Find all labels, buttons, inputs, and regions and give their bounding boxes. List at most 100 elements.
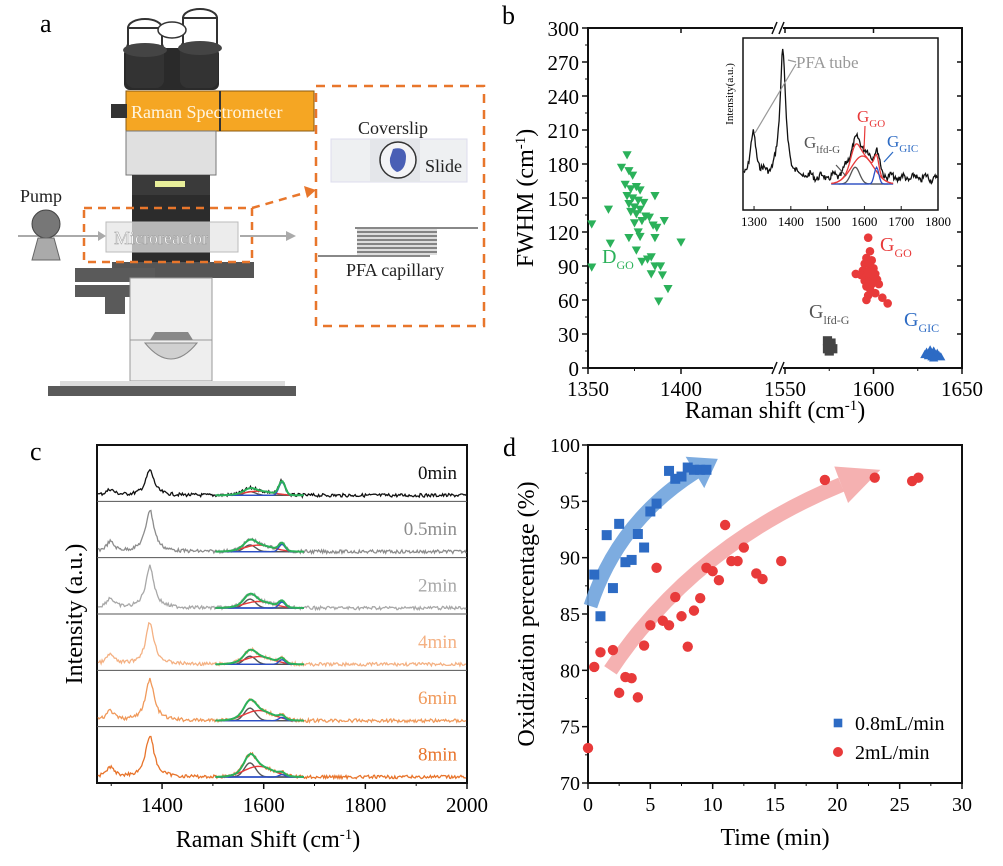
b-inset-annot-glfd: Glfd-G xyxy=(804,133,840,156)
d-data-point xyxy=(607,644,619,656)
d-data-point xyxy=(676,611,687,622)
d-legend-label: 0.8mL/min xyxy=(855,713,944,735)
b-data-point xyxy=(624,167,634,176)
b-data-point xyxy=(620,180,630,189)
c-x-tick-label: 1600 xyxy=(243,793,285,817)
b-inset-annot-ggo: GGO xyxy=(857,107,885,130)
d-data-point xyxy=(819,474,831,486)
c-fit-envelope xyxy=(215,480,304,497)
d-x-tick-label: 10 xyxy=(703,794,723,816)
b-data-point xyxy=(635,186,645,195)
c-trace-label: 0min xyxy=(418,463,458,484)
microreactor-highlight-box xyxy=(82,206,254,264)
d-y-tick-label: 95 xyxy=(560,491,580,513)
b-inset-annot-ggic: GGIC xyxy=(887,132,918,155)
b-x-tick-label: 1350 xyxy=(567,377,609,401)
d-data-point xyxy=(670,473,681,484)
d-data-point xyxy=(632,692,644,703)
b-y-tick-label: 90 xyxy=(558,255,579,279)
d-y-axis-label: Oxidization percentage (%) xyxy=(514,481,540,746)
axis-break-icon xyxy=(771,361,778,375)
b-y-tick-label: 60 xyxy=(558,289,579,313)
c-x-tick-label: 2000 xyxy=(446,793,488,817)
b-series-G_GIC xyxy=(920,345,946,362)
spectrometer-label: Raman Spectrometer xyxy=(131,102,282,122)
capillary-label: PFA capillary xyxy=(346,260,444,280)
d-data-point xyxy=(601,530,612,541)
b-y-tick-label: 180 xyxy=(548,153,580,177)
d-data-point xyxy=(869,472,880,483)
d-legend-label: 2mL/min xyxy=(855,742,929,764)
b-data-point xyxy=(631,246,641,255)
b-y-tick-label: 0 xyxy=(569,357,580,381)
d-data-point xyxy=(589,661,600,673)
b-x-tick-label: 1550 xyxy=(764,377,806,401)
d-series-2mL/min xyxy=(582,472,924,754)
b-x-tick-label: 1400 xyxy=(660,377,702,401)
d-data-point xyxy=(651,498,662,509)
b-data-point xyxy=(622,192,632,201)
c-x-tick-label: 1400 xyxy=(141,793,183,817)
d-data-point xyxy=(645,506,656,517)
panel-d-oxidization: d 70 75 80 85 90 95 100 0 5 10 15 20 25 30 0.8mL/min 2m… xyxy=(503,433,972,851)
b-y-axis-label: FWHM (cm-1) xyxy=(513,129,539,267)
d-x-tick-label: 20 xyxy=(827,794,847,816)
d-data-point xyxy=(738,542,750,553)
d-data-point xyxy=(664,465,675,476)
d-data-point xyxy=(776,555,787,567)
d-y-tick-label: 75 xyxy=(560,717,580,739)
panel-c-label: c xyxy=(30,437,42,466)
detail-box xyxy=(314,84,486,328)
b-label-glfd: Glfd-G xyxy=(809,301,850,327)
c-trace-0.5min: 0.5min xyxy=(97,509,467,555)
d-y-tick-label: 85 xyxy=(560,604,580,626)
b-inset-x-tick-label: 1300 xyxy=(741,214,767,229)
arrowhead-icon xyxy=(834,466,881,503)
b-data-point xyxy=(629,203,640,212)
b-label-ggic: GGIC xyxy=(904,309,939,335)
c-trace-label: 2min xyxy=(418,575,458,596)
c-fit-envelope xyxy=(215,592,304,609)
d-data-point xyxy=(757,573,768,585)
slide-label: Slide xyxy=(425,156,462,176)
panel-d-label: d xyxy=(503,433,516,462)
pump-icon xyxy=(18,209,84,261)
b-data-point xyxy=(865,246,875,256)
b-inset-x-tick-label: 1600 xyxy=(851,214,877,229)
microreactor-box xyxy=(105,221,239,253)
b-data-point xyxy=(639,198,649,208)
b-data-point xyxy=(874,279,884,289)
b-data-point xyxy=(650,192,660,201)
b-data-point xyxy=(883,299,892,308)
d-data-point xyxy=(676,471,687,482)
d-y-tick-label: 90 xyxy=(560,548,580,570)
d-legend-marker xyxy=(833,747,843,757)
b-x-tick-label: 1650 xyxy=(941,377,983,401)
b-data-point xyxy=(633,196,643,205)
b-data-point xyxy=(862,295,871,305)
d-data-point xyxy=(582,742,594,754)
b-data-point xyxy=(624,199,634,209)
b-inset-x-tick-label: 1800 xyxy=(925,214,951,229)
axis-break-icon xyxy=(778,21,785,35)
c-fit-envelope xyxy=(215,538,304,553)
axis-break-icon xyxy=(771,21,778,35)
d-data-point xyxy=(626,673,637,684)
d-y-tick-label: 70 xyxy=(560,773,580,795)
c-trace-label: 4min xyxy=(418,632,458,653)
d-data-point xyxy=(663,620,675,631)
b-y-tick-label: 300 xyxy=(548,17,580,41)
d-series-0.8mL/min xyxy=(589,462,712,622)
c-trace-label: 0.5min xyxy=(404,519,458,540)
d-data-point xyxy=(614,518,625,529)
d-data-point xyxy=(670,591,681,603)
b-inset-x-tick-label: 1400 xyxy=(778,214,804,229)
arrow-icon xyxy=(787,59,797,63)
b-inset-annot-pfa: PFA tube xyxy=(796,53,859,72)
c-trace-8min: 8min xyxy=(97,735,467,781)
d-legend-marker xyxy=(833,718,843,728)
b-data-point xyxy=(616,163,627,172)
b-data-point xyxy=(936,352,946,361)
b-data-point xyxy=(648,221,658,230)
